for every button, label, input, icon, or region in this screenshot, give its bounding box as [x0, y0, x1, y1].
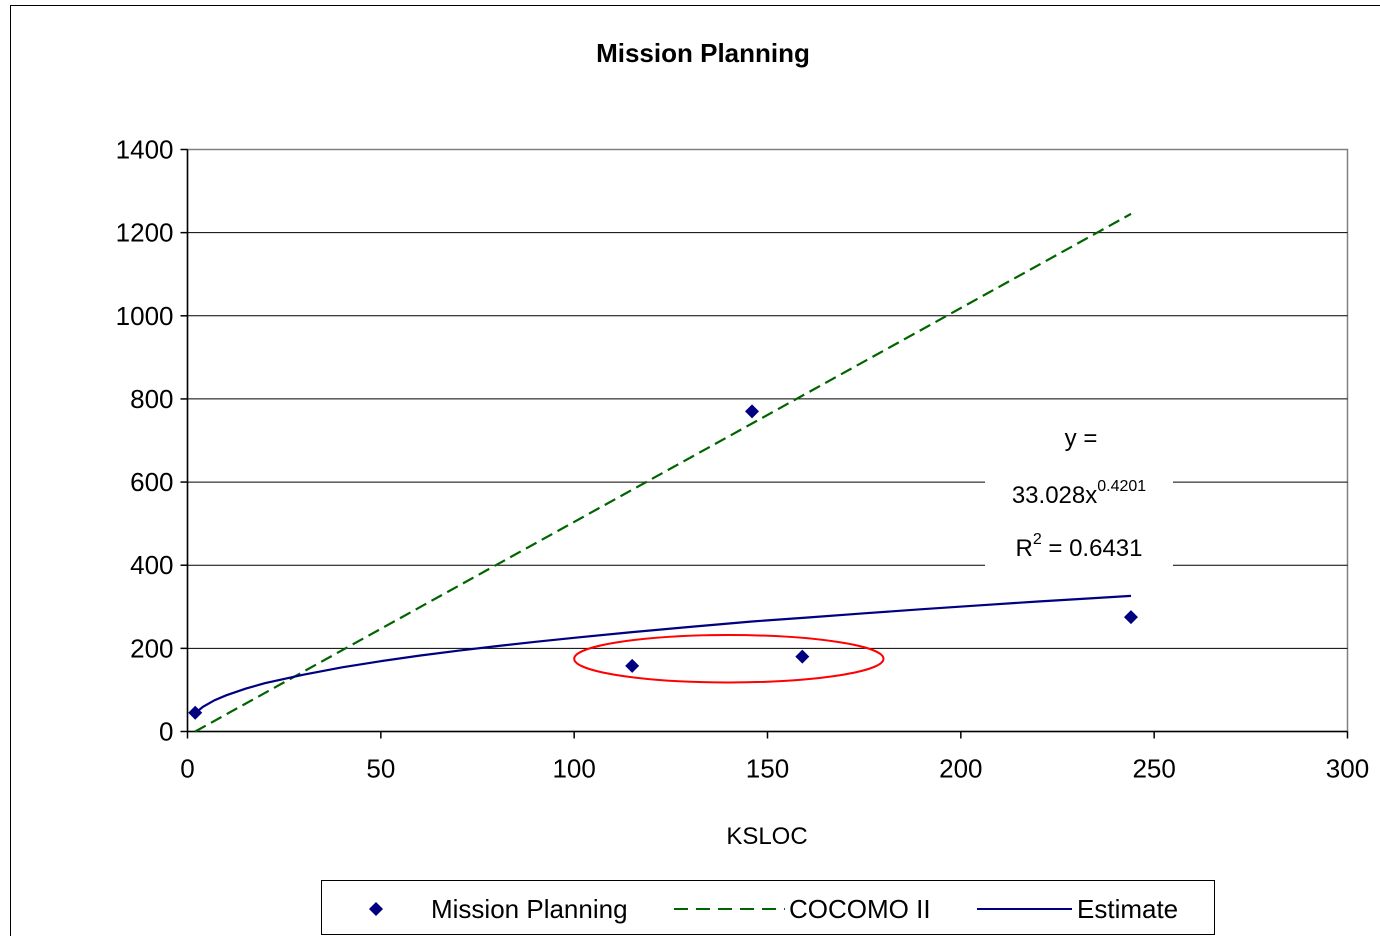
y-tick-label-2: 400: [130, 550, 173, 580]
x-tick-label-5: 250: [1132, 754, 1175, 784]
y-tick-label-3: 600: [130, 467, 173, 497]
y-tick-label-7: 1400: [116, 135, 174, 165]
trendline-label-line3-exp: 2: [1033, 531, 1042, 548]
y-tick-label-6: 1200: [116, 218, 174, 248]
trendline-label-line3-rest: = 0.6431: [1042, 535, 1143, 562]
x-axis-label: KSLOC: [726, 823, 807, 850]
y-tick-label-0: 0: [159, 717, 173, 747]
x-tick-label-3: 150: [746, 754, 789, 784]
legend-label-mission-planning: Mission Planning: [431, 894, 628, 924]
y-tick-label-5: 1000: [116, 301, 174, 331]
trendline-label-line1: y =: [1065, 425, 1098, 452]
legend-label-estimate: Estimate: [1077, 894, 1178, 924]
y-tick-label-1: 200: [130, 633, 173, 663]
legend-label-cocomo-ii: COCOMO II: [789, 894, 931, 924]
x-tick-label-1: 50: [366, 754, 395, 784]
plot-area: [188, 150, 1348, 732]
x-tick-label-6: 300: [1326, 754, 1369, 784]
x-tick-label-0: 0: [180, 754, 194, 784]
trendline-label-line2-exp: 0.4201: [1097, 478, 1146, 495]
y-tick-label-4: 800: [130, 384, 173, 414]
x-tick-label-2: 100: [552, 754, 595, 784]
trendline-label-line2-base: 33.028x: [1012, 482, 1097, 509]
trendline-label-line3-base: R: [1015, 535, 1032, 562]
chart-title: Mission Planning: [596, 38, 810, 68]
x-tick-label-4: 200: [939, 754, 982, 784]
legend: Mission Planning COCOMO II Estimate: [322, 881, 1215, 935]
